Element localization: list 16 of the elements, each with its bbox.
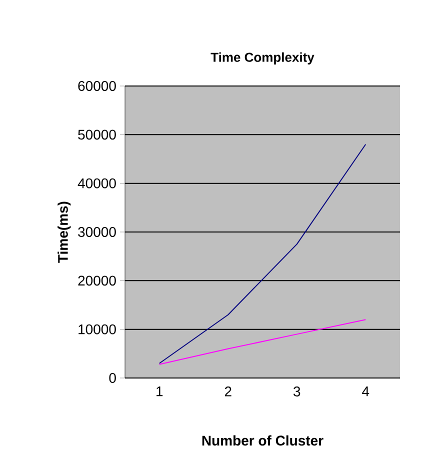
y-tick-label: 40000 [78,178,116,188]
y-axis-title: Time(ms) [58,202,71,263]
line-series [158,319,366,365]
x-tick-label: 3 [294,386,300,396]
x-tick-label: 2 [224,386,232,396]
x-tick-label: 4 [362,386,370,396]
y-tick-label: 60000 [78,81,116,91]
y-tick-label: 30000 [78,227,116,237]
line-series [158,144,366,364]
chart-title: Time Complexity [210,52,314,64]
x-tick-label: 1 [156,386,163,396]
y-tick-label: 20000 [78,276,116,286]
y-tick-label: 10000 [78,324,116,334]
x-axis-title: Number of Cluster [202,435,324,446]
y-tick-label: 0 [109,373,116,383]
y-tick-label: 50000 [78,130,116,140]
